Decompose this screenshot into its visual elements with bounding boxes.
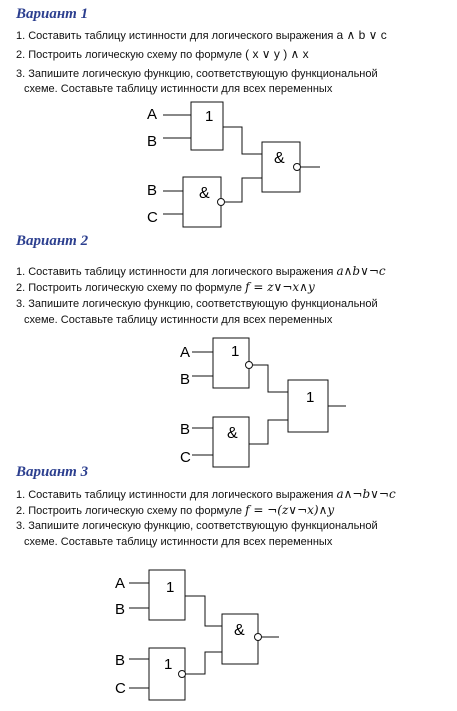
gate-3-symbol: &	[274, 150, 285, 167]
variant-1-task-1: 1. Составить таблицу истинности для логи…	[16, 28, 387, 43]
input-label-b: B	[115, 652, 125, 669]
gate-1-box	[190, 101, 224, 151]
variant-3-task-3: 3. Запишите логическую функцию, соответс…	[16, 520, 378, 532]
input-label-b: B	[180, 421, 190, 438]
inversion-bubble	[293, 163, 301, 171]
gate-2-symbol: 1	[164, 656, 172, 673]
variant-3-task-3-continued: схеме. Составьте таблицу истинности для …	[24, 536, 333, 548]
gate-2-symbol: &	[199, 185, 210, 202]
gate-3-symbol: &	[234, 622, 245, 639]
variant-3-task-1: 1. Составить таблицу истинности для логи…	[16, 487, 396, 502]
variant-3-title: Вариант 3	[16, 464, 89, 480]
inversion-bubble	[245, 361, 253, 369]
task-1-expression: a∧b∨¬c	[336, 264, 386, 278]
gate-1-symbol: 1	[166, 579, 174, 596]
task-2-text: 2. Построить логическую схему по формуле	[16, 282, 243, 294]
variant-2-task-1: 1. Составить таблицу истинности для логи…	[16, 264, 386, 279]
task-1-expression: a ∧ b ∨ c	[336, 28, 387, 42]
input-label-c: C	[147, 209, 158, 226]
variant-2-task-2: 2. Построить логическую схему по формуле…	[16, 280, 315, 295]
variant-2-task-3-continued: схеме. Составьте таблицу истинности для …	[24, 314, 333, 326]
task-2-expression: ( x ∨ y ) ∧ x	[245, 47, 309, 61]
input-label-b: B	[115, 601, 125, 618]
input-label-a: A	[115, 575, 125, 592]
variant-1-task-3-continued: схеме. Составьте таблицу истинности для …	[24, 83, 333, 95]
gate-1-symbol: 1	[205, 108, 213, 125]
inversion-bubble	[178, 670, 186, 678]
input-label-b: B	[147, 133, 157, 150]
gate-2-symbol: &	[227, 425, 238, 442]
task-2-expression: f = z∨¬x∧y	[245, 280, 315, 294]
task-1-text: 1. Составить таблицу истинности для логи…	[16, 489, 334, 501]
variant-2-task-3: 3. Запишите логическую функцию, соответс…	[16, 298, 378, 310]
input-label-a: A	[147, 106, 157, 123]
task-2-text: 2. Построить логическую схему по формуле	[16, 49, 243, 61]
variant-1-task-2: 2. Построить логическую схему по формуле…	[16, 47, 309, 62]
gate-2-box	[212, 416, 250, 468]
variant-1-title: Вариант 1	[16, 6, 89, 22]
input-label-c: C	[180, 449, 191, 466]
variant-3-task-2: 2. Построить логическую схему по формуле…	[16, 503, 334, 518]
task-1-text: 1. Составить таблицу истинности для логи…	[16, 30, 334, 42]
input-label-b: B	[147, 182, 157, 199]
task-2-text: 2. Построить логическую схему по формуле	[16, 505, 243, 517]
inversion-bubble	[217, 198, 225, 206]
variant-2-title: Вариант 2	[16, 233, 89, 249]
task-1-expression: a∧¬b∨¬c	[336, 487, 396, 501]
gate-3-symbol: 1	[306, 389, 314, 406]
input-label-b: B	[180, 371, 190, 388]
task-2-expression: f = ¬(z∨¬x)∧y	[245, 503, 335, 517]
inversion-bubble	[254, 633, 262, 641]
task-1-text: 1. Составить таблицу истинности для логи…	[16, 266, 334, 278]
input-label-c: C	[115, 680, 126, 697]
gate-1-symbol: 1	[231, 343, 239, 360]
variant-1-task-3: 3. Запишите логическую функцию, соответс…	[16, 68, 378, 80]
gate-1-box	[148, 569, 186, 621]
input-label-a: A	[180, 344, 190, 361]
